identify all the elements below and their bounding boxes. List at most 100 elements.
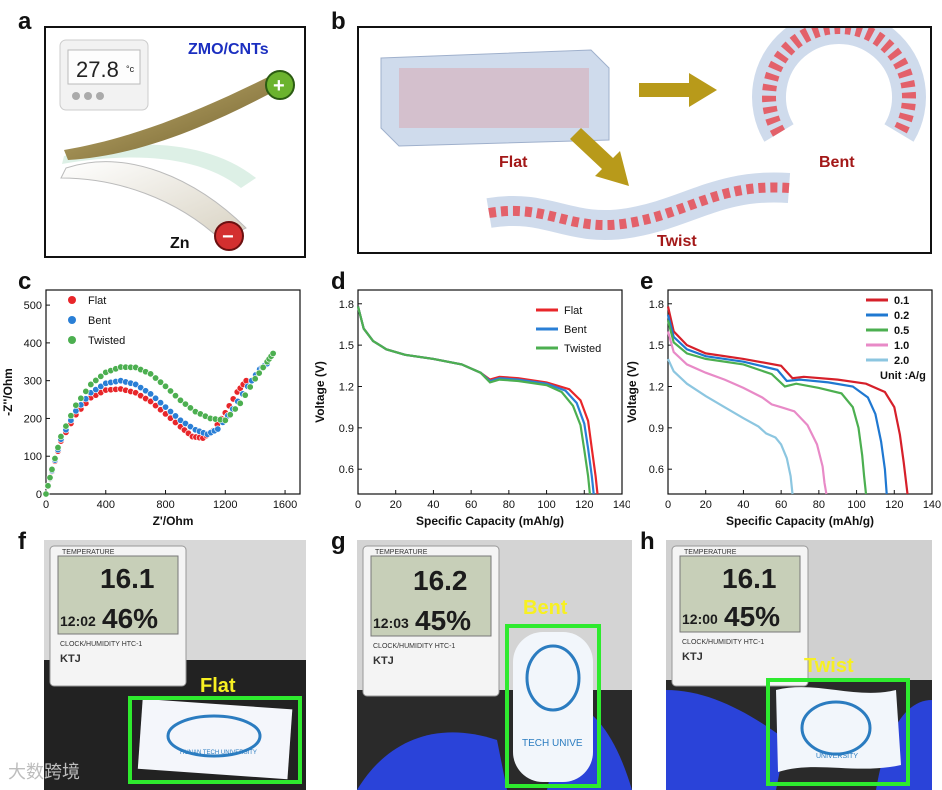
series-line [666,306,909,495]
data-point [255,369,263,377]
data-point [137,384,145,392]
photo-f-caption: CLOCK/HUMIDITY HTC-1 [60,641,142,648]
y-tick-label: 1.2 [649,381,664,393]
data-point [97,372,105,380]
x-axis-label: Z'/Ohm [153,514,194,528]
photo-g-temp: 16.2 [413,565,468,596]
data-point [152,374,160,382]
separator-sheet [62,144,256,188]
x-tick-label: 120 [575,499,593,511]
y-tick-label: 200 [24,413,42,425]
series-line [666,331,828,495]
data-point [147,370,155,378]
data-point [142,387,150,395]
university-logo-icon [525,644,581,712]
series-0-2 [666,314,888,495]
panel-a-schematic: 27.8 °c ZMO/CNTs + Zn − [44,26,306,258]
watermark-text: 大数跨境 [8,762,80,782]
series-line [667,358,794,495]
battery-illustration: 27.8 °c ZMO/CNTs + Zn − [59,39,295,252]
data-point [176,416,184,424]
flat-state-label: Flat [499,154,528,171]
photo-g-label: Bent [523,597,568,619]
x-tick-label: 140 [923,499,941,511]
plus-sign: + [273,75,285,97]
y-tick-label: 1.2 [339,381,354,393]
x-tick-label: 40 [737,499,749,511]
flat-electrode-block [380,49,610,147]
photo-g-caption: CLOCK/HUMIDITY HTC-1 [373,643,455,650]
twisted-battery [776,687,901,772]
data-point [62,422,70,430]
photo-g-hum: 45% [415,605,471,636]
panel-letter-c: c [18,268,32,295]
blue-glove-left [666,690,786,790]
data-point [157,399,165,407]
x-tick-label: 120 [885,499,903,511]
legend-label: 2.0 [894,355,909,367]
series-line [666,314,888,495]
data-point [241,391,249,399]
data-point [162,382,170,390]
x-tick-label: 40 [427,499,439,511]
data-point [157,378,165,386]
x-tick-label: 1600 [273,499,297,511]
photo-f-brand: KTJ [60,653,81,665]
y-tick-label: 100 [24,451,42,463]
data-point [236,399,244,407]
panel-letter-g: g [331,528,346,555]
y-tick-label: 0.6 [649,464,664,476]
legend-label: 0.2 [894,310,909,322]
bent-state-label: Bent [819,154,855,171]
legend-label: Flat [564,305,582,317]
legend-unit-note: Unit :A/g [880,370,926,382]
data-point [246,383,254,391]
legend-label: 0.5 [894,325,909,337]
chart-discharge-rates: 0 20 40 60 80 100 120 140 0.6 0.9 1.2 1.5 1.8 Specifi… [625,289,941,528]
plot-frame [45,289,301,495]
data-point [87,380,95,388]
y-tick-label: 1.8 [649,299,664,311]
data-point [44,482,52,490]
data-point [54,444,62,452]
data-point [152,394,160,402]
series-0-5 [666,320,868,495]
y-tick-label: 0.9 [339,423,354,435]
series-bent [356,306,595,495]
photo-g-brand: KTJ [373,655,394,667]
data-point [92,376,100,384]
legend-label: 0.1 [894,295,909,307]
data-point [269,349,277,357]
photo-g-uni: TECH UNIVE [522,738,583,749]
x-tick-label: 0 [355,499,361,511]
data-point [226,411,234,419]
photo-g-time: 12:03 [373,615,409,631]
plot-frame [667,289,933,495]
series-flat [356,306,599,495]
x-tick-label: 80 [503,499,515,511]
twist-electrode-band [486,172,791,241]
blue-glove-right [876,700,932,790]
y-axis-label: Voltage (V) [313,361,327,423]
data-point [186,404,194,412]
chart-eis-nyquist: 0 400 800 1200 1600 0 100 200 300 400 500 Z'/Ohm -Z'… [1,289,301,528]
photo-h-hum: 45% [724,601,780,632]
x-tick-label: 20 [390,499,402,511]
data-point [186,423,194,431]
panel-letter-a: a [18,8,32,35]
paper-battery [137,698,293,780]
anode-label: Zn [170,235,190,252]
photo-h-twist: TEMPERATURE 16.1 12:00 45% CLOCK/HUMIDIT… [666,540,932,790]
legend-marker [68,296,76,304]
highlight-box [505,624,601,788]
legend-label: Bent [88,315,111,327]
lcd-screen [370,555,492,637]
data-point [167,408,175,416]
x-tick-label: 140 [613,499,630,511]
x-tick-label: 20 [700,499,712,511]
blue-glove-left [357,732,507,790]
university-logo-icon [800,700,872,756]
legend-marker [68,336,76,344]
panel-letter-d: d [331,268,346,295]
photo-f-label: Flat [200,675,236,697]
